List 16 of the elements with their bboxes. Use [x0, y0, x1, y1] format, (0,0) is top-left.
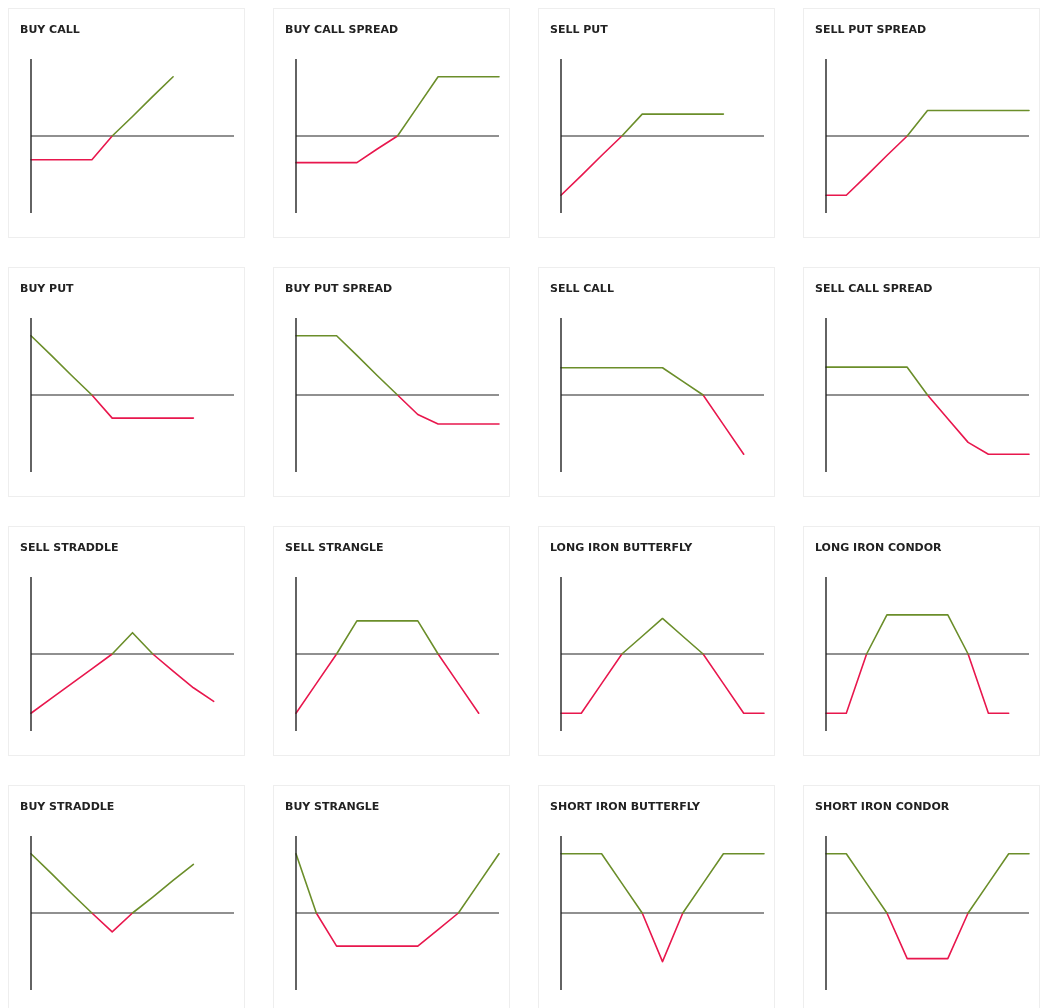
chart-title: BUY STRADDLE — [20, 800, 115, 813]
chart-title: SELL CALL — [550, 282, 614, 295]
chart-title: SHORT IRON CONDOR — [815, 800, 950, 813]
chart-title: BUY STRANGLE — [285, 800, 380, 813]
chart-title: SELL STRADDLE — [20, 541, 119, 554]
chart-title: LONG IRON BUTTERFLY — [550, 541, 693, 554]
chart-title: SELL PUT SPREAD — [815, 23, 927, 36]
chart-title: SELL STRANGLE — [285, 541, 384, 554]
chart-title: SELL CALL SPREAD — [815, 282, 933, 295]
chart-title: BUY PUT — [20, 282, 74, 295]
chart-title: BUY PUT SPREAD — [285, 282, 393, 295]
chart-title: SELL PUT — [550, 23, 608, 36]
chart-title: SHORT IRON BUTTERFLY — [550, 800, 701, 813]
chart-title: BUY CALL SPREAD — [285, 23, 399, 36]
chart-title: LONG IRON CONDOR — [815, 541, 942, 554]
chart-title: BUY CALL — [20, 23, 80, 36]
